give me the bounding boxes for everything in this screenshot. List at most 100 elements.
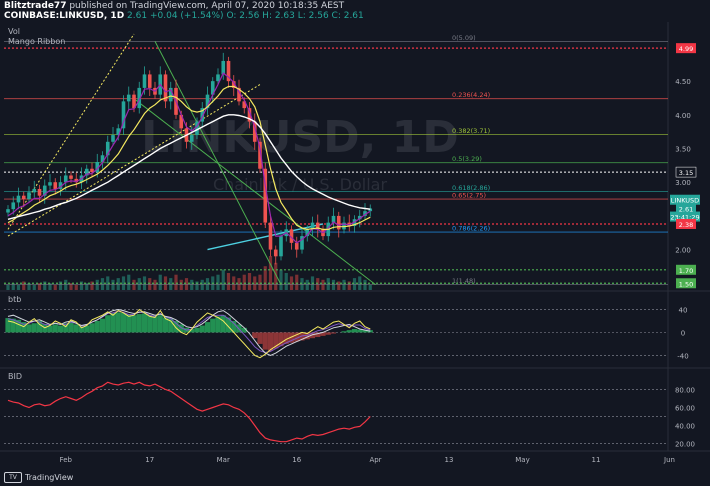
volume-bar xyxy=(279,269,283,290)
volume-bar xyxy=(300,278,304,290)
btb-histogram-bar xyxy=(10,318,16,333)
time-axis-tick: 11 xyxy=(592,456,601,464)
candle-body xyxy=(336,215,341,230)
candle-body xyxy=(237,87,241,102)
author-name[interactable]: Blitztrade77 xyxy=(4,1,67,11)
volume-bar xyxy=(79,281,84,290)
bid-line xyxy=(7,381,371,443)
btb-histogram-bar xyxy=(147,315,153,333)
volume-bar xyxy=(27,283,31,290)
btb-histogram-bar xyxy=(262,332,268,350)
candle-body xyxy=(105,141,110,156)
mango-ribbon-label[interactable]: Mango Ribbon xyxy=(8,37,66,46)
bid-axis-tick: 80.00 xyxy=(675,387,695,395)
footer-bar xyxy=(0,470,710,486)
candle-body xyxy=(137,87,142,109)
candle-body xyxy=(111,135,115,142)
volume-bar xyxy=(258,274,262,290)
fib-level-label: 0(5.09) xyxy=(452,34,476,42)
btb-histogram-bar xyxy=(120,312,127,333)
candle-body xyxy=(331,215,336,223)
btb-histogram-bar xyxy=(225,317,232,333)
btb-histogram-bar xyxy=(131,315,137,333)
chart-canvas[interactable]: LINKUSD, 1D Chainlink / U.S. Dollar 0(5.09… xyxy=(0,0,710,470)
candle-body xyxy=(179,114,184,129)
candle-body xyxy=(27,192,31,200)
btb-histogram-bar xyxy=(173,320,179,333)
btb-axis-tick: 0 xyxy=(681,329,685,337)
last-price: 2.61 xyxy=(127,11,148,21)
tradingview-logo-icon: TV xyxy=(4,472,22,483)
volume-bar xyxy=(216,274,220,290)
volume-bar xyxy=(347,281,351,290)
price-badge xyxy=(676,43,696,54)
candle-body xyxy=(132,94,136,109)
btb-histogram-bar xyxy=(294,332,300,342)
candle-body xyxy=(147,74,152,88)
volume-bar xyxy=(274,262,278,290)
fan-line xyxy=(7,33,135,230)
symbol-name[interactable]: COINBASE:LINKUSD, 1D xyxy=(4,11,125,21)
price-badge-text: 23:41:29 xyxy=(670,214,699,222)
candle-body xyxy=(63,175,68,183)
volume-bar xyxy=(195,281,199,290)
volume-bar xyxy=(137,278,141,290)
trend-line xyxy=(133,98,376,286)
purple-ma-line xyxy=(7,72,371,244)
price-axis-tick: 3.50 xyxy=(675,146,691,154)
candle-body xyxy=(357,215,362,220)
volume-bar xyxy=(263,266,267,290)
white-ma-line xyxy=(7,114,371,220)
btb-histogram-bar xyxy=(126,314,132,333)
bid-indicator-label[interactable]: BID xyxy=(8,372,23,381)
btb-histogram-bar xyxy=(15,319,22,333)
tradingview-logo[interactable]: TV TradingView xyxy=(4,472,73,483)
btb-histogram-bar xyxy=(31,323,37,333)
ohlc-values: O: 2.56 H: 2.63 L: 2.56 C: 2.61 xyxy=(226,11,364,21)
volume-bar xyxy=(90,281,94,290)
volume-bar xyxy=(169,278,173,290)
candle-body xyxy=(210,81,215,95)
volume-bar xyxy=(121,276,126,290)
btb-indicator-label[interactable]: btb xyxy=(8,295,22,304)
candle-body xyxy=(268,222,273,250)
btb-histogram-bar xyxy=(215,316,221,333)
btb-histogram-bar xyxy=(320,332,326,336)
btb-histogram-bar xyxy=(94,320,100,333)
volume-bar xyxy=(22,281,26,290)
btb-histogram-bar xyxy=(341,331,347,333)
volume-bar xyxy=(11,283,15,290)
candle-body xyxy=(368,208,373,212)
btb-histogram-bar xyxy=(162,317,169,333)
candle-body xyxy=(273,249,278,257)
btb-histogram-bar xyxy=(346,330,352,333)
btb-axis-tick: 40 xyxy=(679,306,688,314)
btb-histogram-bar xyxy=(115,312,121,333)
candle-body xyxy=(11,202,16,210)
time-axis-tick: May xyxy=(515,456,529,464)
volume-bar xyxy=(237,278,241,290)
price-badge-text: 1.50 xyxy=(679,280,693,288)
vol-indicator-label[interactable]: Vol xyxy=(8,27,20,36)
time-axis-tick: Apr xyxy=(369,456,381,464)
yellow-ma-line xyxy=(7,85,371,231)
fan-line xyxy=(7,84,261,237)
volume-bar xyxy=(106,276,110,290)
btb-white-line xyxy=(7,308,371,356)
bid-axis-tick: 40.00 xyxy=(675,423,695,431)
btb-histogram-bar xyxy=(357,329,363,333)
candle-body xyxy=(142,74,147,88)
bid-axis-tick: 60.00 xyxy=(675,405,695,413)
candle-body xyxy=(42,185,47,196)
time-axis-tick: Mar xyxy=(217,456,230,464)
candle-body xyxy=(252,121,257,142)
btb-histogram-bar xyxy=(36,320,43,333)
volume-bar xyxy=(326,278,330,290)
price-axis-tick: 4.50 xyxy=(675,78,691,86)
volume-bar xyxy=(16,284,21,290)
btb-histogram-bar xyxy=(5,318,11,333)
candle-body xyxy=(53,182,58,189)
btb-histogram-bar xyxy=(89,323,95,333)
chart-header: Blitztrade77 published on TradingView.co… xyxy=(0,0,710,22)
candle-body xyxy=(6,209,10,213)
